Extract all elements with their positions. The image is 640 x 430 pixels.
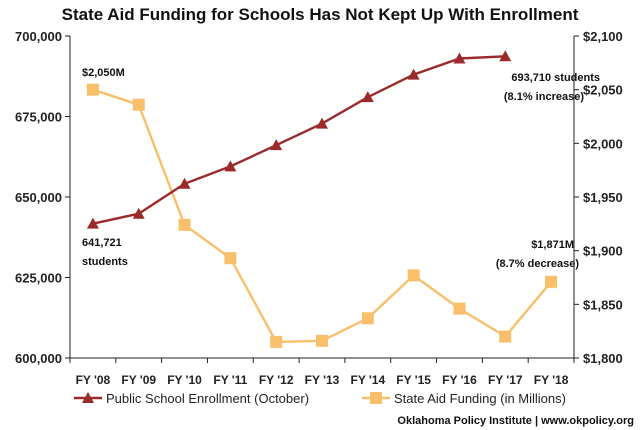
legend-funding-label: State Aid Funding (in Millions) bbox=[394, 391, 566, 406]
left-tick-label: 600,000 bbox=[15, 351, 62, 366]
legend-enrollment-label: Public School Enrollment (October) bbox=[106, 391, 309, 406]
right-tick-label: $2,100 bbox=[583, 29, 623, 44]
legend-enrollment-marker bbox=[82, 392, 94, 403]
right-tick-label: $1,850 bbox=[583, 297, 623, 312]
x-tick-label: FY '09 bbox=[121, 373, 156, 387]
left-tick-label: 625,000 bbox=[15, 271, 62, 286]
right-tick-label: $2,050 bbox=[583, 83, 623, 98]
right-tick-label: $1,900 bbox=[583, 244, 623, 259]
annotation-layer: $2,050M 641,721 students 693,710 students (8… bbox=[82, 67, 600, 270]
enrollment-point bbox=[270, 139, 283, 151]
funding-point bbox=[132, 98, 145, 111]
funding-point bbox=[407, 269, 420, 282]
x-tick-label: FY '13 bbox=[305, 373, 340, 387]
left-tick-label: 700,000 bbox=[15, 29, 62, 44]
funding-point bbox=[499, 330, 512, 343]
funding-point bbox=[453, 302, 466, 315]
left-axis: 600,000 625,000 650,000 675,000 700,000 bbox=[15, 29, 71, 366]
x-tick-label: FY '18 bbox=[534, 373, 569, 387]
enrollment-point bbox=[316, 117, 328, 129]
enrollment-point bbox=[361, 91, 374, 103]
legend: Public School Enrollment (October) State … bbox=[74, 391, 566, 406]
funding-point bbox=[545, 275, 558, 288]
enrollment-change-label: (8.1% increase) bbox=[504, 91, 584, 103]
funding-point bbox=[270, 335, 283, 348]
left-tick-label: 650,000 bbox=[15, 190, 62, 205]
x-tick-label: FY '14 bbox=[350, 373, 385, 387]
x-tick-label: FY '12 bbox=[259, 373, 294, 387]
funding-point bbox=[361, 312, 374, 325]
enrollment-start-label: 641,721 bbox=[82, 237, 122, 249]
x-axis: FY '08 FY '09 FY '10 FY '11 FY '12 FY '13 FY '… bbox=[69, 357, 575, 387]
right-axis: $1,800 $1,850 $1,900 $1,950 $2,000 $2,050 $2,1… bbox=[573, 29, 623, 366]
funding-point bbox=[86, 83, 99, 96]
enrollment-point bbox=[499, 50, 512, 62]
source-credit: Oklahoma Policy Institute | www.okpolicy… bbox=[397, 415, 634, 427]
x-tick-label: FY '08 bbox=[76, 373, 111, 387]
enrollment-point bbox=[224, 160, 237, 172]
funding-point bbox=[178, 218, 191, 231]
enrollment-point bbox=[86, 217, 99, 229]
right-tick-label: $2,000 bbox=[583, 136, 623, 151]
funding-change-label: (8.7% decrease) bbox=[496, 258, 579, 270]
series-layer bbox=[86, 50, 558, 348]
chart-title: State Aid Funding for Schools Has Not Ke… bbox=[62, 5, 579, 24]
x-tick-label: FY '17 bbox=[488, 373, 523, 387]
x-tick-label: FY '11 bbox=[213, 373, 247, 387]
funding-start-label: $2,050M bbox=[82, 67, 125, 79]
enrollment-point bbox=[453, 52, 466, 64]
enrollment-start-label-unit: students bbox=[82, 256, 128, 268]
x-tick-label: FY '15 bbox=[396, 373, 431, 387]
left-tick-label: 675,000 bbox=[15, 110, 62, 125]
x-tick-label: FY '10 bbox=[167, 373, 202, 387]
x-tick-label: FY '16 bbox=[442, 373, 477, 387]
funding-point bbox=[316, 334, 328, 347]
enrollment-line bbox=[92, 55, 506, 225]
legend-funding-marker bbox=[370, 392, 382, 404]
enrollment-point bbox=[178, 177, 191, 189]
right-tick-label: $1,950 bbox=[583, 190, 623, 205]
funding-end-label: $1,871M bbox=[531, 239, 574, 251]
enrollment-point bbox=[407, 68, 420, 80]
funding-point bbox=[224, 252, 237, 265]
enrollment-end-label: 693,710 students bbox=[511, 72, 600, 84]
enrollment-point bbox=[132, 207, 145, 219]
right-tick-label: $1,800 bbox=[583, 351, 623, 366]
